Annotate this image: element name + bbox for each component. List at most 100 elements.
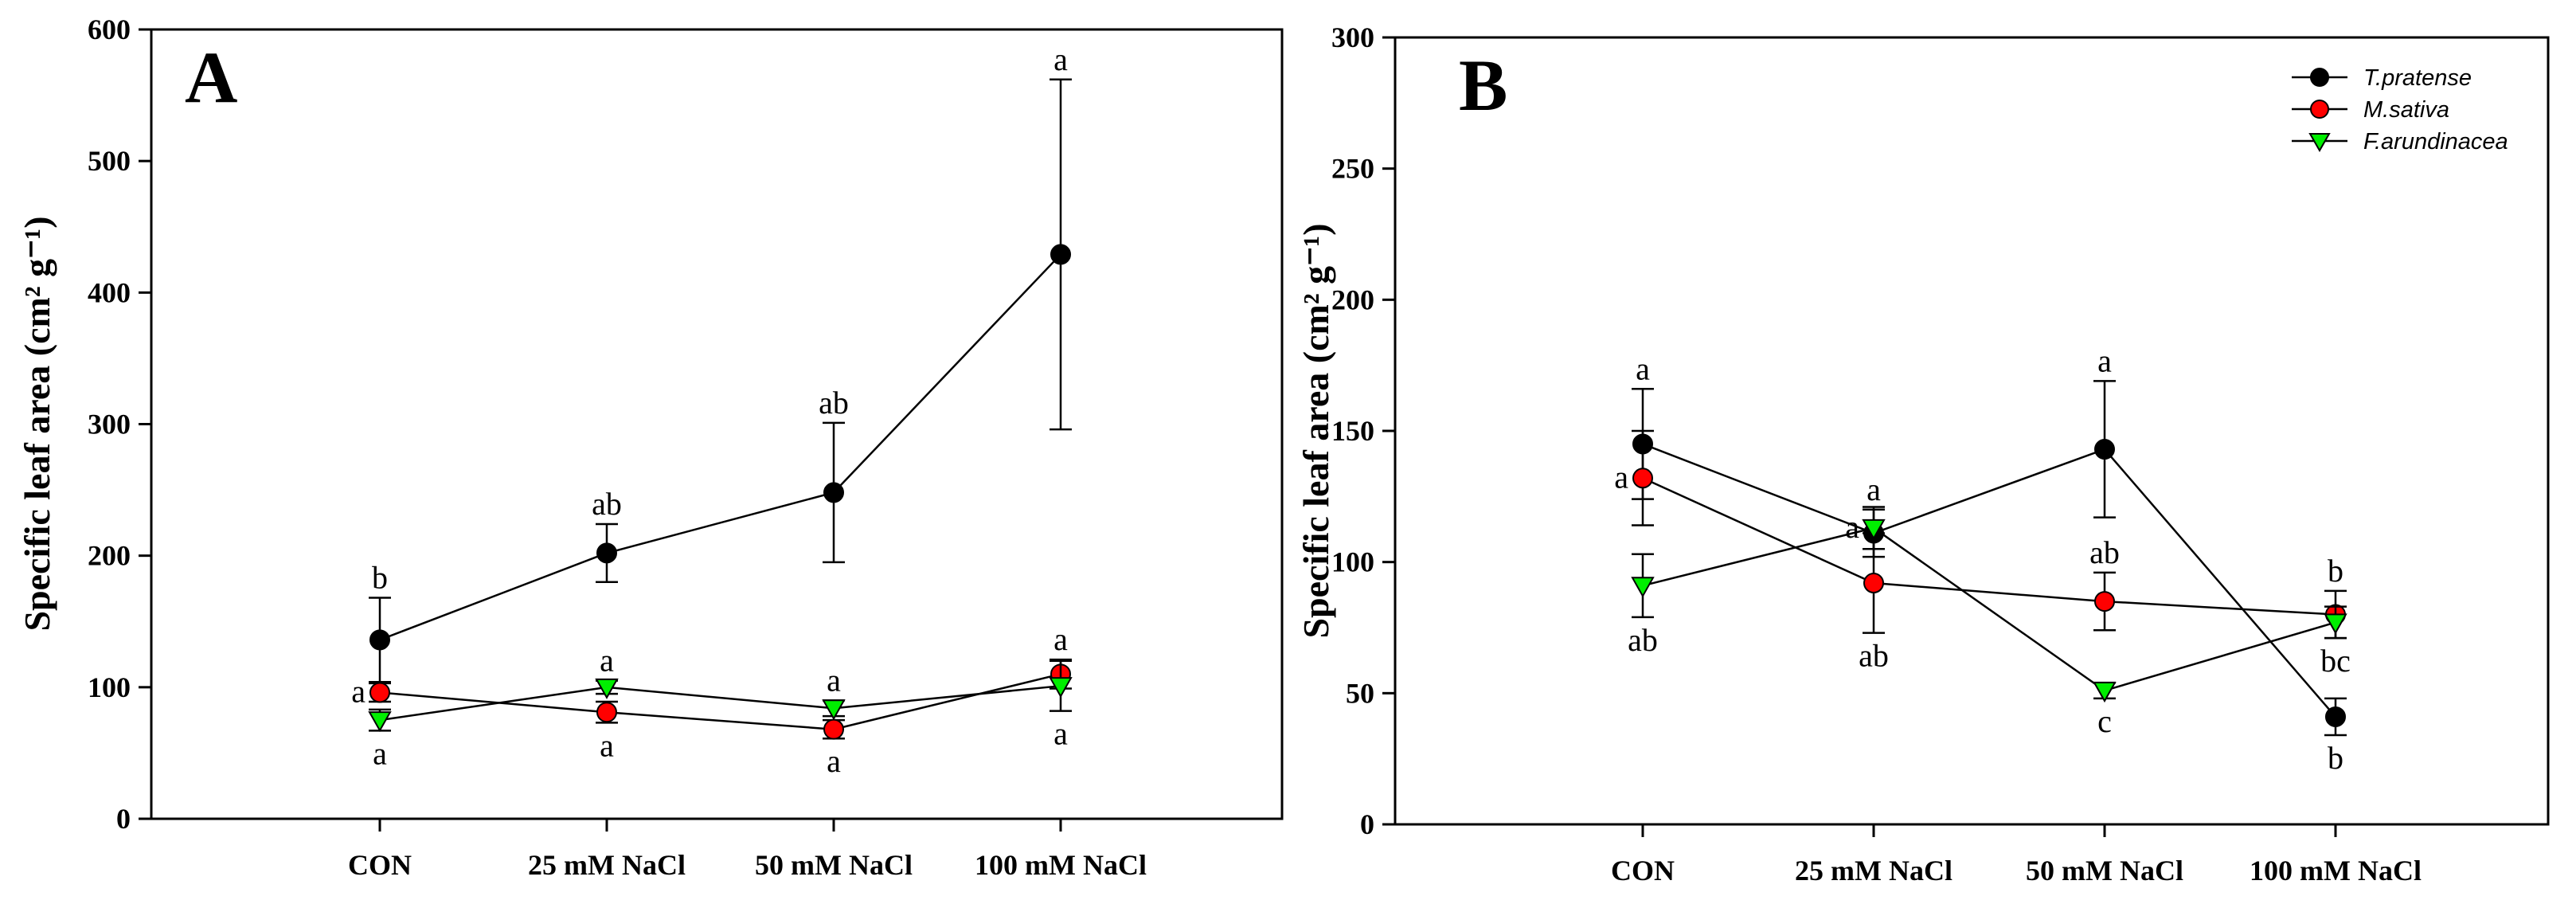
data-point [369,629,390,651]
y-tick-label: 500 [88,145,131,177]
significance-letter: a [2097,342,2112,378]
significance-letter: ab [592,486,622,522]
x-axis: CON 25 mM NaCl 50 mM NaCl 100 mM NaCl [348,819,1147,881]
series-line [1642,477,2336,616]
data-point [1050,244,1071,265]
data-point [2094,439,2115,460]
significance-letter: b [2328,740,2343,776]
significance-letter: a [827,743,841,779]
x-tick-label: 100 mM NaCl [975,849,1147,881]
y-axis: 0 100 200 300 400 500 600 [88,14,151,835]
data-point [369,682,390,703]
legend: T.pratense M.sativa F.arundinacea [2292,65,2508,155]
y-axis: 0 50 100 150 200 250 300 [1331,22,1395,840]
legend-label: M.sativa [2363,97,2449,123]
data-point [2324,613,2347,635]
significance-letter: a [373,735,387,771]
series-f-arundinacea [368,659,1073,733]
x-tick-label: 50 mM NaCl [2026,855,2183,886]
significance-letter: b [372,560,388,596]
series-line [1642,526,2336,692]
y-tick-label: 250 [1331,153,1374,185]
series-t-pratense [369,78,1072,683]
legend-item: T.pratense [2292,65,2472,91]
data-point [596,542,617,564]
significance-letter: c [2097,703,2112,739]
panel-label: A [185,37,237,118]
legend-label: T.pratense [2363,65,2472,91]
x-tick-label: CON [348,849,412,881]
legend-label: F.arundinacea [2363,129,2508,155]
y-tick-label: 0 [1360,808,1374,840]
y-tick-label: 300 [88,409,131,440]
data-point [823,718,844,740]
x-tick-label: 50 mM NaCl [755,849,913,881]
data-point [368,711,392,733]
data-point [2325,706,2346,727]
significance-letter: a [827,662,841,698]
data-point [1632,468,1653,489]
significance-letter: a [1053,41,1068,77]
y-tick-label: 400 [88,276,131,308]
significance-letter: ab [1859,638,1889,674]
data-point [595,678,619,699]
y-tick-label: 100 [1331,546,1374,578]
y-tick-label: 200 [88,540,131,572]
significance-letter: ab [2089,534,2120,570]
significance-letter: a [600,643,614,679]
panel-a: A Specific leaf area (cm² g⁻¹) 0 100 200 30… [17,14,1284,881]
y-tick-label: 300 [1331,22,1374,53]
panel-b: B Specific leaf area (cm² g⁻¹) 0 50 100 150… [1296,22,2550,886]
legend-marker [2308,133,2331,153]
series-line [379,684,1061,722]
significance-letter: a [1614,459,1628,495]
data-point [1049,677,1073,699]
legend-marker [2310,100,2329,119]
panel-label: B [1459,45,1507,126]
data-point [822,699,846,721]
legend-marker [2310,68,2329,87]
significance-letter: b [2328,553,2343,589]
y-tick-label: 600 [88,14,131,45]
series-m-sativa [369,658,1072,740]
significance-letter: a [351,673,365,709]
significance-letter: bc [2320,643,2351,679]
x-tick-label: 25 mM NaCl [528,849,686,881]
x-tick-label: 100 mM NaCl [2250,855,2422,886]
legend-item: F.arundinacea [2292,129,2508,155]
series-line [379,673,1061,730]
series-line [379,253,1061,641]
data-point [596,702,617,723]
data-point [1862,519,1886,540]
y-tick-label: 100 [88,671,131,703]
legend-item: M.sativa [2292,97,2449,123]
data-point [1863,573,1884,594]
y-axis-title: Specific leaf area (cm² g⁻¹) [1296,223,1336,638]
x-tick-label: 25 mM NaCl [1795,855,1953,886]
significance-letter: a [600,727,614,763]
x-axis: CON 25 mM NaCl 50 mM NaCl 100 mM NaCl [1611,824,2422,886]
significance-letter: a [1845,509,1859,545]
data-point [823,482,844,503]
y-tick-label: 50 [1346,677,1374,709]
series-line [1642,443,2336,718]
y-tick-label: 0 [116,803,131,835]
series-layer [1631,380,2347,737]
series-f-arundinacea [1631,506,2347,703]
significance-letter: a [1636,350,1650,386]
significance-letter: a [1867,472,1881,507]
y-tick-label: 200 [1331,284,1374,315]
data-point [2093,682,2117,703]
y-tick-label: 150 [1331,415,1374,447]
series-layer [368,78,1073,740]
significance-letter: ab [819,385,849,421]
data-point [1631,577,1655,598]
y-axis-title: Specific leaf area (cm² g⁻¹) [17,216,57,631]
significance-letter: ab [1628,622,1658,658]
x-tick-label: CON [1611,855,1675,886]
significance-letter: a [1053,621,1068,657]
significance-letter: a [1053,716,1068,752]
